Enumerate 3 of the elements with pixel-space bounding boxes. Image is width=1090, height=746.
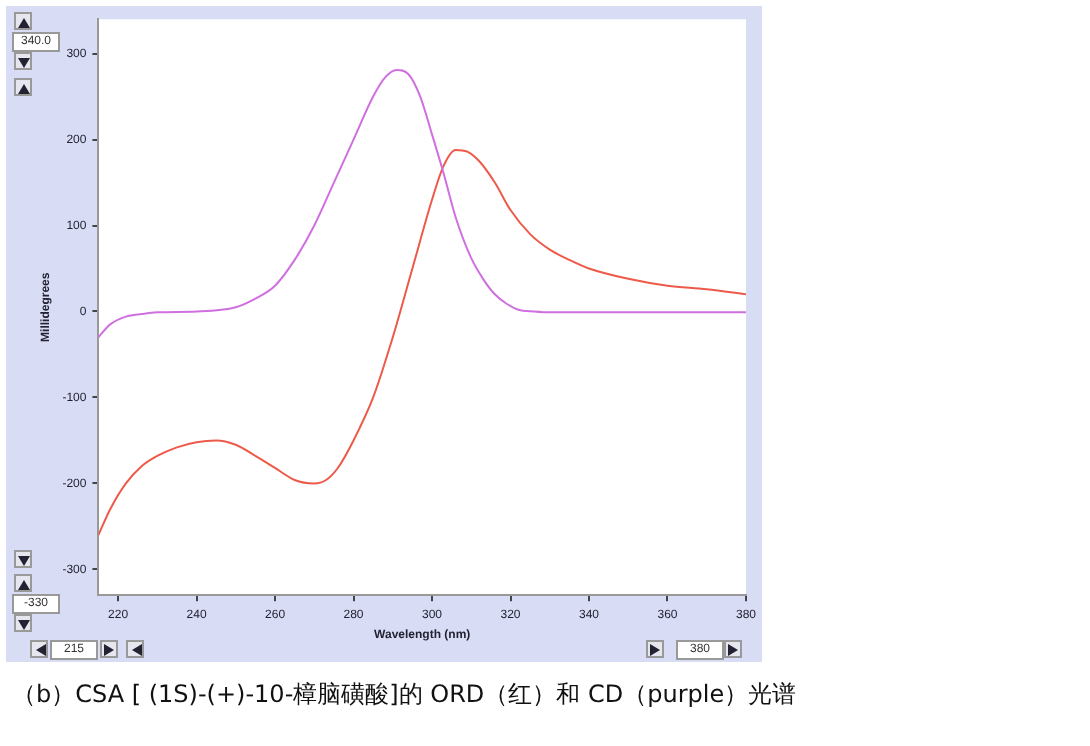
line-series bbox=[98, 68, 746, 339]
text: （b）CSA [ (1S)-(+)-10-樟脑磺酸]的 ORD（红）和 CD（purple）光谱 bbox=[12, 678, 797, 712]
line-series bbox=[98, 148, 746, 537]
